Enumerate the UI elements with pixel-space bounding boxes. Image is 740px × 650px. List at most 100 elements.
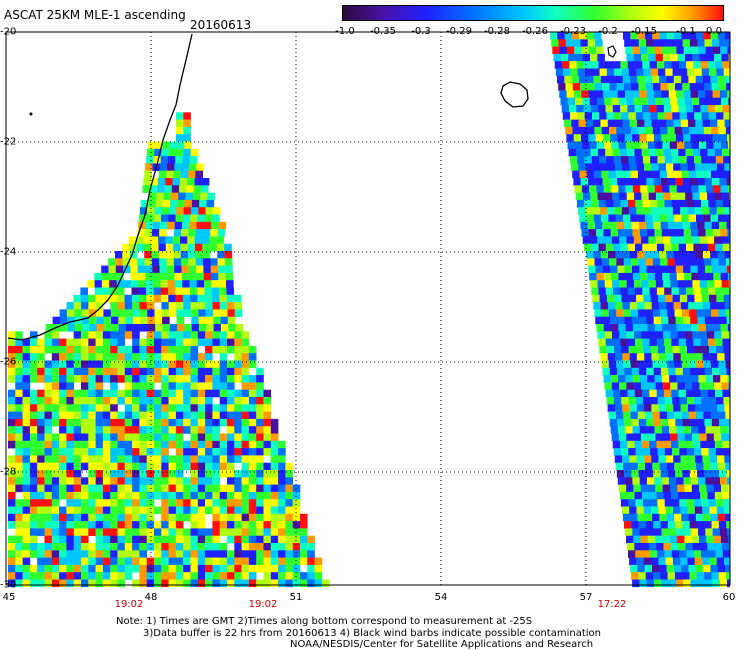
- data-cell: [66, 397, 74, 405]
- data-cell: [587, 126, 595, 135]
- data-cell: [44, 543, 53, 551]
- data-cell: [624, 418, 632, 427]
- data-cell: [161, 448, 169, 456]
- data-cell: [671, 550, 680, 558]
- data-cell: [709, 404, 718, 412]
- data-cell: [234, 375, 242, 383]
- data-cell: [219, 397, 228, 405]
- data-cell: [22, 360, 31, 369]
- data-cell: [174, 265, 182, 274]
- data-cell: [699, 236, 708, 244]
- data-cell: [191, 324, 200, 332]
- data-cell: [638, 258, 646, 266]
- data-cell: [653, 265, 662, 274]
- data-cell: [639, 477, 648, 485]
- data-cell: [711, 470, 720, 478]
- y-tick-label: -30: [0, 579, 17, 591]
- data-cell: [722, 440, 730, 449]
- data-cell: [550, 32, 558, 40]
- data-cell: [88, 382, 96, 390]
- data-cell: [679, 448, 687, 456]
- data-cell: [117, 557, 126, 566]
- data-cell: [691, 97, 700, 106]
- data-cell: [659, 214, 668, 223]
- data-cell: [623, 411, 631, 420]
- data-cell: [139, 345, 147, 354]
- data-cell: [665, 557, 674, 566]
- data-cell: [638, 39, 647, 47]
- data-cell: [81, 367, 89, 376]
- data-cell: [606, 294, 615, 303]
- data-cell: [694, 506, 703, 515]
- data-cell: [579, 126, 588, 135]
- data-cell: [73, 484, 82, 493]
- data-cell: [598, 105, 606, 113]
- data-cell: [210, 229, 218, 237]
- data-cell: [554, 61, 563, 69]
- data-cell: [630, 360, 639, 369]
- data-cell: [22, 367, 31, 376]
- data-cell: [146, 302, 155, 310]
- data-cell: [658, 404, 667, 412]
- data-cell: [132, 418, 140, 427]
- data-cell: [710, 411, 719, 420]
- data-cell: [684, 53, 693, 62]
- data-cell: [124, 506, 133, 515]
- data-cell: [586, 170, 595, 179]
- data-cell: [691, 141, 700, 150]
- data-cell: [110, 564, 118, 573]
- data-cell: [81, 550, 89, 558]
- data-cell: [104, 324, 112, 332]
- data-cell: [15, 345, 23, 354]
- data-cell: [625, 426, 633, 434]
- data-cell: [88, 557, 96, 566]
- data-cell: [690, 367, 698, 376]
- data-cell: [159, 265, 168, 274]
- data-cell: [248, 397, 257, 405]
- data-cell: [132, 345, 140, 354]
- data-cell: [591, 287, 599, 296]
- data-cell: [197, 564, 206, 573]
- data-cell: [51, 521, 60, 529]
- data-cell: [59, 528, 67, 536]
- data-cell: [212, 426, 220, 434]
- data-cell: [639, 90, 648, 98]
- data-cell: [139, 294, 147, 303]
- data-cell: [694, 207, 703, 215]
- data-cell: [195, 243, 203, 252]
- data-cell: [660, 258, 668, 266]
- data-cell: [168, 375, 177, 383]
- data-cell: [599, 112, 607, 120]
- data-cell: [695, 455, 703, 463]
- data-cell: [697, 316, 706, 325]
- data-cell: [678, 440, 686, 449]
- data-cell: [147, 141, 156, 150]
- data-cell: [662, 484, 671, 493]
- data-cell: [648, 484, 656, 493]
- data-cell: [156, 192, 164, 201]
- data-cell: [658, 353, 667, 361]
- data-cell: [635, 345, 644, 354]
- data-cell: [175, 550, 184, 558]
- data-cell: [666, 119, 674, 128]
- data-cell: [102, 433, 111, 442]
- data-cell: [646, 178, 654, 186]
- data-cell: [37, 470, 45, 478]
- data-cell: [708, 61, 716, 69]
- data-cell: [188, 265, 197, 274]
- data-cell: [682, 572, 690, 580]
- data-cell: [81, 331, 89, 339]
- data-cell: [626, 236, 635, 244]
- data-cell: [234, 513, 242, 522]
- data-cell: [182, 221, 190, 230]
- data-cell: [175, 404, 184, 412]
- data-cell: [699, 97, 707, 106]
- data-cell: [44, 360, 53, 369]
- data-cell: [702, 207, 710, 215]
- data-cell: [660, 126, 668, 135]
- data-cell: [680, 404, 689, 412]
- data-cell: [674, 309, 683, 317]
- data-cell: [219, 338, 228, 347]
- data-cell: [720, 185, 729, 193]
- data-cell: [44, 382, 53, 390]
